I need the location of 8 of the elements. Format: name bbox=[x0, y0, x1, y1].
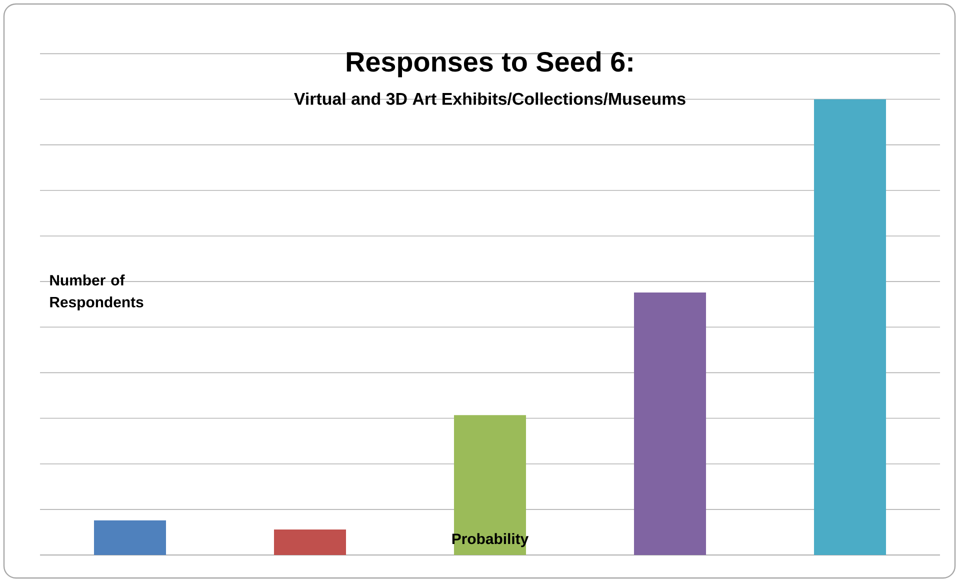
chart-subtitle: Virtual and 3D Art Exhibits/Collections/Museums bbox=[294, 92, 686, 106]
bar bbox=[454, 415, 526, 555]
bar bbox=[94, 520, 166, 555]
chart-title: Responses to Seed 6: bbox=[346, 51, 632, 78]
y-axis-title: Number of Respondents bbox=[50, 274, 144, 310]
bar bbox=[274, 529, 346, 555]
bar bbox=[814, 99, 886, 555]
bar bbox=[634, 292, 706, 555]
